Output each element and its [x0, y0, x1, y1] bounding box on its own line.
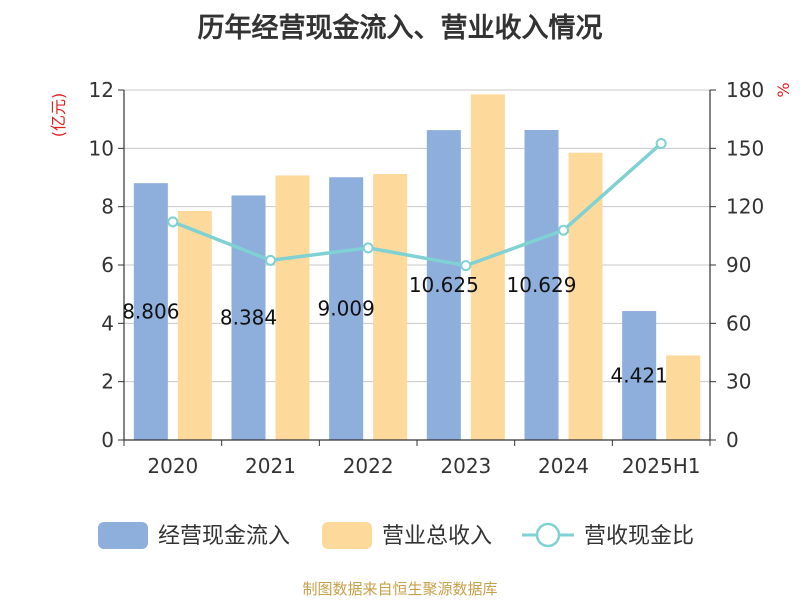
chart-source: 制图数据来自恒生聚源数据库	[302, 580, 498, 598]
legend-swatch-营业总收入	[322, 522, 372, 549]
ratio-point-2022	[362, 242, 374, 254]
bar-经营现金流入-2023	[426, 130, 461, 440]
bar-营业总收入-2021	[275, 175, 310, 441]
bar-经营现金流入-2022	[329, 177, 364, 441]
y-right-axis-label: %	[774, 82, 793, 97]
data-label-2021: 8.384	[220, 306, 277, 330]
bar-营业总收入-2022	[373, 174, 408, 440]
y-right-tick-label: 0	[726, 428, 739, 452]
x-tick-label: 2022	[343, 454, 394, 478]
data-label-2024: 10.629	[507, 273, 577, 297]
grid-lines	[124, 89, 710, 383]
legend-swatch-经营现金流入	[98, 522, 148, 549]
x-tick-label: 2024	[538, 454, 589, 478]
bar-营业总收入-2023	[470, 94, 505, 440]
data-labels: 8.806 8.384 9.009 10.625 10.629 4.421	[122, 273, 668, 388]
bar-营业总收入-2025H1	[666, 355, 701, 440]
y-right-tick-label: 30	[726, 370, 751, 394]
y-left-tick-label: 10	[89, 136, 114, 160]
legend-label-经营现金流入: 经营现金流入	[158, 524, 290, 549]
y-left-tick-label: 12	[89, 78, 114, 102]
y-right-tick-label: 180	[726, 78, 764, 102]
bar-经营现金流入-2020	[133, 183, 168, 441]
y-left-tick-label: 2	[101, 370, 114, 394]
ratio-point-2025H1	[655, 137, 667, 149]
x-tick-label: 2025H1	[622, 454, 701, 478]
legend-label-营收现金比: 营收现金比	[584, 524, 694, 549]
ratio-point-2024	[558, 224, 569, 236]
data-label-2022: 9.009	[318, 297, 375, 321]
x-tick-label: 2020	[147, 454, 198, 478]
data-label-2023: 10.625	[409, 273, 479, 297]
bars	[133, 94, 701, 441]
y-left-axis-label: (亿元)	[49, 93, 68, 138]
y-right-tick-label: 60	[726, 311, 751, 335]
x-tick-label: 2021	[245, 454, 296, 478]
bar-经营现金流入-2024	[524, 129, 559, 441]
bar-经营现金流入-2021	[231, 195, 266, 440]
chart-title: 历年经营现金流入、营业收入情况	[197, 13, 603, 44]
ratio-point-2020	[167, 216, 179, 228]
y-left-tick-label: 8	[101, 195, 114, 219]
ratio-line-path	[172, 142, 663, 268]
ratio-line	[167, 137, 667, 272]
y-left-tick-label: 0	[101, 428, 114, 452]
data-label-2020: 8.806	[122, 300, 179, 324]
bar-营业总收入-2020	[177, 211, 212, 440]
y-left-tick-label: 6	[101, 253, 114, 277]
y-left-tick-label: 4	[101, 311, 114, 335]
ratio-point-2021	[265, 254, 276, 266]
y-right-tick-label: 150	[726, 136, 764, 160]
legend-swatch-marker-营收现金比	[535, 522, 561, 548]
legend-label-营业总收入: 营业总收入	[382, 524, 492, 549]
ratio-point-2023	[460, 260, 472, 272]
x-tick-label: 2023	[440, 454, 491, 478]
y-right-tick-label: 90	[726, 253, 751, 277]
data-label-2025H1: 4.421	[611, 364, 668, 388]
y-right-tick-label: 120	[726, 195, 764, 219]
bar-经营现金流入-2025H1	[622, 311, 657, 440]
legend: 经营现金流入 营业总收入 营收现金比	[98, 522, 694, 549]
